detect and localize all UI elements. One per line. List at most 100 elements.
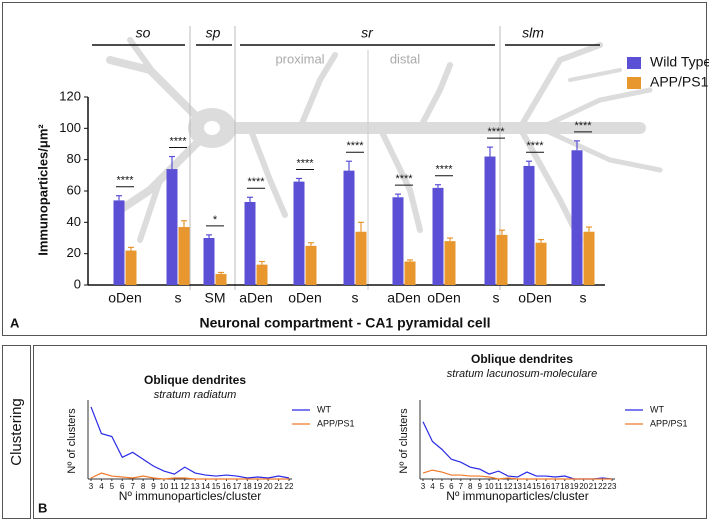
significance-label: **** [526,140,544,152]
bar [113,200,125,285]
x-tick-label: 9 [477,482,482,491]
significance-label: **** [435,164,453,176]
x-tick-label: 19 [253,482,262,491]
x-tick-label: 14 [201,482,210,491]
x-tick-label: 16 [541,482,550,491]
legend-label: APP/PS1 [650,418,688,428]
x-tick-label: 6 [449,482,454,491]
legend-label: Wild Type [650,54,709,70]
subregion-label: distal [390,51,420,66]
x-tick-label: 12 [180,482,189,491]
error-bar [169,155,175,170]
line [90,472,289,480]
bar [496,234,508,285]
x-axis-title: Neuronal compartment - CA1 pyramidal cel… [200,315,491,331]
x-tick-label: 23 [608,482,617,491]
line [422,469,612,480]
x-tick-label: s [352,290,359,306]
x-axis-title: Nº immunoparticles/cluster [119,489,261,503]
error-bar [538,238,544,243]
error-bar [181,220,187,228]
x-tick-label: 3 [421,482,426,491]
panel-label: B [38,500,47,515]
x-tick-label: aDen [387,290,420,306]
x-tick-label: s [493,290,500,306]
bar [571,150,583,285]
legend-label: APP/PS1 [650,74,709,90]
y-axis-title: Immunoparticles/μm² [35,124,50,256]
legend-label: APP/PS1 [317,418,355,428]
x-tick-label: 8 [468,482,473,491]
chart-subtitle: stratum radiatum [154,389,237,401]
significance-label: **** [395,173,413,185]
x-tick-label: 16 [222,482,231,491]
error-bar [435,184,441,188]
bar [355,231,367,285]
region-label: sp [206,25,221,41]
side-label: Clustering [8,398,25,466]
x-tick-label: 8 [141,482,146,491]
legend-swatch [627,57,641,69]
error-bar [395,193,401,198]
bar [305,245,317,285]
error-bar [128,246,134,251]
x-tick-label: 4 [430,482,435,491]
x-tick-label: 10 [159,482,168,491]
x-tick-label: 11 [170,482,179,491]
x-tick-label: 6 [120,482,125,491]
x-tick-label: s [580,290,587,306]
bar [404,261,416,285]
x-tick-label: 9 [151,482,156,491]
x-tick-label: 18 [560,482,569,491]
error-bar [499,229,505,235]
x-axis-title: Nº immunoparticles/cluster [446,489,588,503]
y-tick-label: 0 [74,276,81,291]
error-bar [116,195,122,201]
legend-label: WT [317,404,331,414]
bar [432,187,444,285]
x-tick-label: 21 [274,482,283,491]
error-bar [308,242,314,246]
x-tick-label: 14 [522,482,531,491]
error-bar [487,146,493,157]
x-tick-label: 5 [440,482,445,491]
bar [256,264,268,285]
x-tick-label: s [175,290,182,306]
x-tick-label: 22 [598,482,607,491]
bar [392,197,404,285]
x-tick-label: 18 [243,482,252,491]
bar [535,242,547,285]
x-tick-label: 13 [513,482,522,491]
x-tick-label: oDen [108,290,141,306]
bar [244,201,256,285]
x-tick-label: 13 [191,482,200,491]
error-bar [296,177,302,182]
error-bar [586,226,592,232]
x-tick-label: 10 [485,482,494,491]
error-bar [574,140,580,151]
bar [293,181,305,285]
error-bar [247,196,253,202]
panel-b-frame [33,345,707,519]
significance-label: **** [116,175,134,187]
panel-label: A [10,315,20,330]
error-bar [358,221,364,232]
bar [125,250,137,285]
region-label: so [136,25,151,41]
significance-label: **** [296,157,314,169]
x-tick-label: 15 [532,482,541,491]
neuron-drawing [106,37,663,243]
error-bar [526,160,532,166]
significance-label: * [213,214,218,226]
bar [166,169,178,285]
bar [178,227,190,285]
error-bar [346,160,352,171]
x-tick-label: 5 [110,482,115,491]
significance-label: **** [487,126,505,138]
significance-label: **** [247,176,265,188]
y-tick-label: 60 [67,182,81,197]
x-tick-label: 17 [551,482,560,491]
x-tick-label: 19 [570,482,579,491]
bar [583,231,595,285]
